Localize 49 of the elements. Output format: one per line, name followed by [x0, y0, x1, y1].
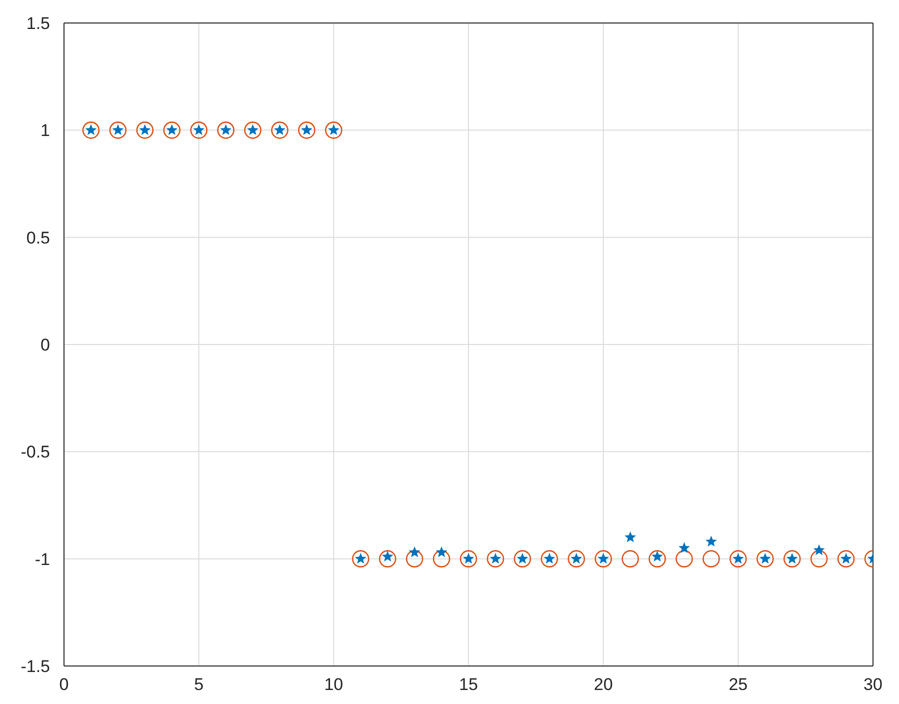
point: [460, 550, 478, 568]
point: [406, 550, 424, 568]
y-tick-label: 1.5: [26, 14, 50, 34]
x-tick-label: 20: [594, 675, 613, 694]
point: [624, 531, 636, 542]
point: [486, 550, 504, 568]
x-tick-label: 10: [324, 675, 344, 694]
y-tick-label: -1.5: [20, 657, 50, 676]
point: [837, 550, 855, 568]
point: [568, 550, 586, 568]
point: [352, 550, 370, 568]
point: [217, 122, 234, 139]
x-tick-label: 5: [194, 675, 204, 694]
x-tick-label: 30: [864, 675, 882, 694]
point: [298, 122, 316, 139]
point: [783, 550, 801, 568]
point: [622, 550, 639, 568]
point: [82, 122, 100, 139]
point: [730, 550, 747, 568]
point: [648, 550, 666, 568]
y-tick-label: 1: [40, 121, 50, 140]
point: [190, 122, 208, 139]
point: [136, 122, 154, 139]
point: [436, 546, 448, 558]
point: [408, 546, 420, 558]
point: [244, 122, 262, 139]
x-tick-label: 25: [728, 675, 748, 694]
point: [810, 550, 828, 568]
y-tick-label: 0.5: [26, 228, 50, 248]
point: [109, 122, 127, 139]
point: [813, 544, 825, 556]
x-tick-label: 0: [59, 675, 69, 694]
point: [676, 550, 693, 568]
point: [678, 542, 690, 553]
point: [702, 550, 720, 568]
y-tick-label: -0.5: [20, 442, 50, 462]
point: [271, 122, 288, 139]
point: [514, 550, 532, 568]
point: [325, 122, 342, 139]
y-tick-label: -1: [34, 550, 50, 569]
point: [163, 122, 181, 139]
point: [540, 550, 558, 568]
point: [378, 550, 396, 568]
point: [705, 536, 717, 547]
y-tick-label: 0: [40, 336, 50, 355]
point: [432, 550, 450, 568]
point: [756, 550, 774, 568]
point: [594, 550, 612, 568]
x-tick-label: 15: [459, 675, 478, 694]
